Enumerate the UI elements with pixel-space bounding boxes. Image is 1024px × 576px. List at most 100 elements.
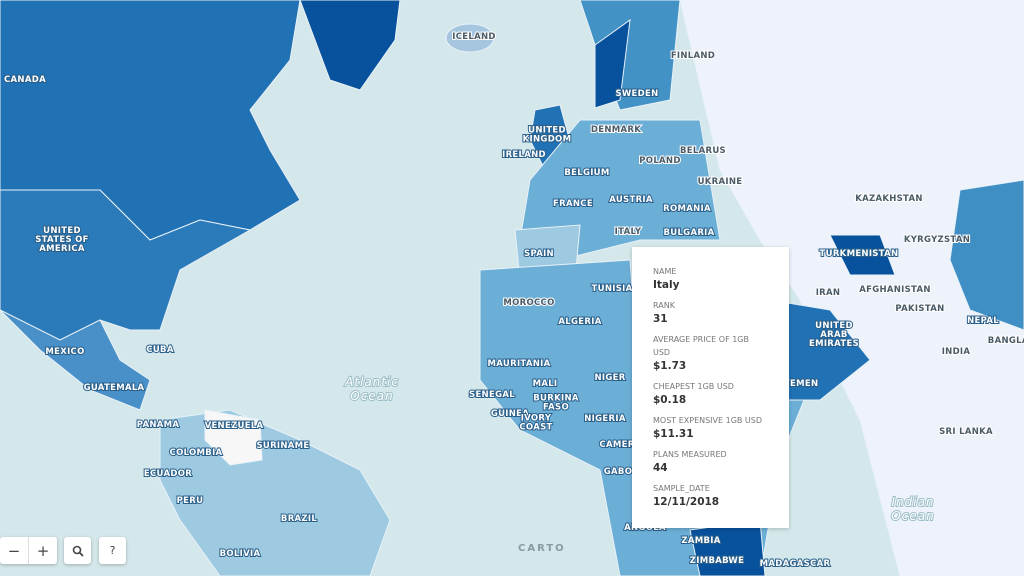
- label-line: SWEDEN: [615, 89, 658, 99]
- country-label: GUATEMALA: [84, 383, 145, 393]
- label-line: Ocean: [891, 509, 934, 523]
- field-label: AVERAGE PRICE OF 1GB USD: [653, 335, 749, 357]
- label-line: ALGERIA: [558, 317, 601, 327]
- label-line: PANAMA: [137, 420, 180, 430]
- label-line: SPAIN: [524, 249, 554, 259]
- label-line: MALI: [533, 379, 558, 389]
- country-label: IRAN: [816, 288, 841, 298]
- country-label: AUSTRIA: [609, 195, 653, 205]
- country-label: BELGIUM: [564, 168, 609, 178]
- label-line: CAMER: [599, 440, 634, 450]
- info-popup: NAME Italy RANK 31 AVERAGE PRICE OF 1GB USD $…: [632, 247, 789, 528]
- label-line: IVORY: [521, 414, 552, 424]
- greenland: [299, 0, 401, 91]
- country-label: UNITED STATES OF AMERICA: [35, 226, 89, 254]
- country-label: PERU: [177, 496, 204, 506]
- label-line: ICELAND: [452, 32, 495, 42]
- label-line: CUBA: [146, 345, 174, 355]
- label-line: MADAGASCAR: [760, 559, 831, 569]
- attribution: CARTO: [518, 543, 566, 554]
- label-line: KINGDOM: [523, 135, 572, 145]
- label-line: BELARUS: [680, 146, 726, 156]
- label-line: SRI LANKA: [939, 427, 993, 437]
- label-line: MAURITANIA: [488, 359, 551, 369]
- label-line: MOROCCO: [503, 298, 554, 308]
- label-line: GUINEA: [491, 409, 529, 419]
- country-label: NEPAL: [967, 316, 999, 326]
- label-line: AFGHANISTAN: [859, 285, 931, 295]
- label-line: GUATEMALA: [84, 383, 145, 393]
- country-label: COLOMBIA: [170, 448, 223, 458]
- country-label: NIGERIA: [584, 414, 626, 424]
- zoom-out-button[interactable]: −: [7, 541, 21, 560]
- label-line: NEPAL: [967, 316, 999, 326]
- southern-africa: [689, 519, 766, 576]
- label-line: BANGLAI: [988, 336, 1024, 346]
- country-label: UKRAINE: [698, 177, 743, 187]
- field-value: Italy: [653, 279, 680, 291]
- country-label: ICELAND: [452, 32, 495, 42]
- label-line: GABO: [604, 467, 632, 477]
- search-button[interactable]: [64, 537, 91, 564]
- country-label: FINLAND: [671, 51, 715, 61]
- ocean-label: Atlantic Ocean: [344, 375, 399, 403]
- field-label: NAME: [653, 267, 677, 276]
- country-label: ZIMBABWE: [690, 556, 744, 566]
- label-line: BOLIVIA: [220, 549, 261, 559]
- country-label: VENEZUELA: [205, 421, 264, 431]
- country-label: PAKISTAN: [895, 304, 944, 314]
- label-line: ITALY: [615, 227, 642, 237]
- country-label: BRAZIL: [281, 514, 317, 524]
- label-line: VENEZUELA: [205, 421, 264, 431]
- field-label: SAMPLE_DATE: [653, 484, 710, 493]
- country-label: ZAMBIA: [681, 536, 720, 546]
- country-label: SENEGAL: [469, 390, 515, 400]
- label-line: ZIMBABWE: [690, 556, 744, 566]
- label-line: COAST: [519, 423, 552, 433]
- country-label: KYRGYZSTAN: [904, 235, 970, 245]
- label-line: Ocean: [350, 389, 393, 403]
- label-line: DENMARK: [591, 125, 641, 135]
- country-label: POLAND: [639, 156, 680, 166]
- country-label: BELARUS: [680, 146, 726, 156]
- venezuela: [204, 409, 263, 466]
- country-label: TURKMENISTAN: [820, 249, 899, 259]
- zoom-group: − +: [0, 537, 57, 564]
- country-label: ROMANIA: [663, 204, 711, 214]
- zoom-in-button[interactable]: +: [36, 541, 50, 560]
- country-label: MAURITANIA: [488, 359, 551, 369]
- label-line: PAKISTAN: [895, 304, 944, 314]
- country-label: ITALY: [615, 227, 642, 237]
- iceland: [445, 23, 495, 53]
- label-line: PERU: [177, 496, 204, 506]
- field-label: RANK: [653, 301, 675, 310]
- country-label: CAMER: [599, 440, 634, 450]
- label-line: INDIA: [942, 347, 971, 357]
- label-line: UNITED: [815, 321, 853, 331]
- country-label: BULGARIA: [663, 228, 714, 238]
- country-label: AFGHANISTAN: [859, 285, 931, 295]
- label-line: NIGER: [594, 373, 625, 383]
- label-line: FRANCE: [553, 199, 593, 209]
- country-label: INDIA: [942, 347, 971, 357]
- country-label: MEXICO: [45, 347, 84, 357]
- label-line: COLOMBIA: [170, 448, 223, 458]
- label-line: STATES OF: [35, 235, 89, 245]
- country-label: BANGLAI: [988, 336, 1024, 346]
- ocean-label: Indian Ocean: [891, 495, 934, 523]
- asia: [679, 0, 1024, 576]
- label-line: TUNISIA: [592, 284, 633, 294]
- country-label: PANAMA: [137, 420, 180, 430]
- country-label: MOROCCO: [503, 298, 554, 308]
- help-button[interactable]: ?: [99, 537, 126, 564]
- field-value: $1.73: [653, 360, 687, 372]
- label-line: FINLAND: [671, 51, 715, 61]
- label-line: FASO: [543, 403, 569, 413]
- country-label: CUBA: [146, 345, 174, 355]
- label-line: ROMANIA: [663, 204, 711, 214]
- label-line: Atlantic: [344, 375, 399, 389]
- country-label: SPAIN: [524, 249, 554, 259]
- country-label: SRI LANKA: [939, 427, 993, 437]
